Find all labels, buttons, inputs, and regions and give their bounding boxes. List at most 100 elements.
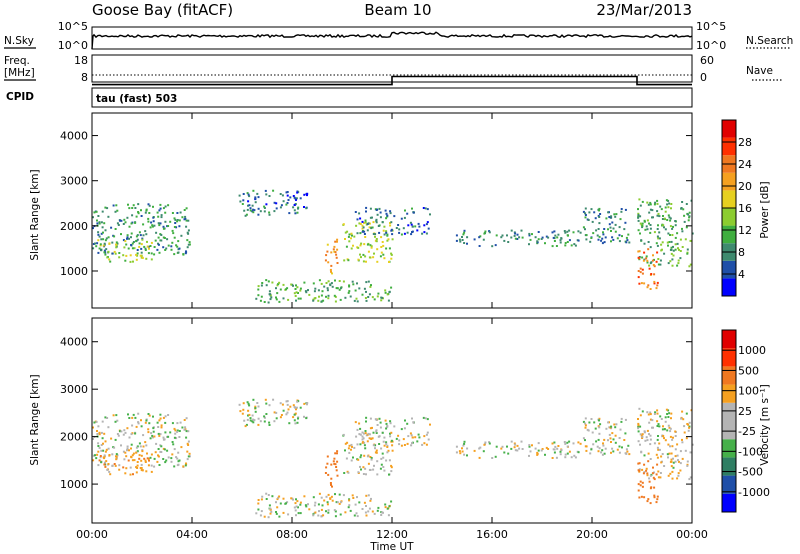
power-cell-49 [151,225,154,228]
velocity-cell-225 [141,450,144,453]
velocity-cell-506 [331,485,333,488]
power-cell-580 [388,261,390,263]
velocity-cell-601 [372,431,375,434]
power-cell-413 [351,280,354,283]
power-cell-125 [152,220,155,223]
velocity-cell-741 [566,441,569,444]
power-cell-274 [141,256,144,259]
velocity-cell-567 [347,447,350,450]
power-cell-694 [390,221,393,224]
velocity-cell-1016 [656,438,659,441]
power-cell-499 [363,287,366,290]
velocity-cell-511 [330,483,332,486]
power-cell-576 [380,251,383,254]
power-cell-541 [379,255,382,258]
power-cell-574 [382,253,385,256]
velocity-cell-250 [97,450,100,453]
velocity-cell-808 [597,425,600,428]
power-cell-907 [656,199,659,202]
power-cell-861 [616,237,619,240]
power-cell-806 [604,236,607,239]
power-cell-870 [641,226,644,229]
power-cell-168 [184,252,187,255]
power-cell-594 [386,234,389,237]
velocity-cell-257 [138,457,141,460]
power-cell-844 [584,212,587,215]
power-cell-853 [610,215,613,218]
power-cell-449 [384,291,387,294]
power-cell-487 [368,293,371,296]
power-cell-272 [115,246,118,249]
power-cell-151 [96,219,98,222]
velocity-cell-236 [104,450,107,453]
velocity-cell-448 [312,513,315,516]
power-cell-809 [627,233,630,236]
power-cell-408 [320,300,323,303]
power-cell-560 [345,245,348,248]
power-cell-210 [117,224,120,226]
velocity-cell-981 [649,434,652,437]
power-cell-993 [641,222,644,225]
velocity-cell-532 [361,435,364,438]
velocity-colorbar-label-5: -100 [738,445,763,458]
power-colorbar-swatch-9 [722,120,736,138]
velocity-cell-894 [658,442,661,445]
velocity-cell-720 [478,447,481,450]
velocity-cell-704 [541,448,544,450]
velocity-cell-338 [299,406,302,409]
velocity-cell-789 [513,446,516,449]
power-cell-225 [141,238,144,241]
power-cell-280 [253,209,256,212]
power-cell-352 [254,201,257,204]
velocity-cell-366 [299,512,302,515]
power-cell-267 [102,244,105,247]
velocity-cell-401 [276,506,279,509]
power-cell-953 [679,257,682,260]
power-cell-775 [536,240,539,243]
velocity-cell-446 [334,515,337,518]
power-cell-67 [158,251,161,254]
power-cell-645 [356,232,359,235]
power-cell-493 [265,284,268,287]
power-cell-1018 [653,231,656,234]
velocity-cell-880 [672,461,675,464]
velocity-echoes [92,398,694,519]
power-cell-681 [395,227,398,229]
power-cell-1059 [656,281,659,284]
power-cell-414 [376,295,379,298]
power-cell-405 [356,282,358,285]
power-cell-943 [656,210,659,213]
velocity-cell-599 [390,470,393,473]
velocity-cell-94 [173,448,176,451]
power-cell-321 [264,189,267,192]
velocity-cell-58 [151,434,154,437]
velocity-cell-165 [181,426,184,429]
power-cell-385 [318,295,320,298]
power-cell-372 [367,296,370,298]
power-colorbar-swatch-4 [722,208,736,226]
velocity-cell-396 [275,511,277,513]
velocity-cell-519 [335,469,338,472]
power-cell-565 [346,230,349,233]
velocity-cell-28 [155,442,158,445]
power-cell-418 [293,292,296,295]
velocity-cell-537 [351,445,353,448]
power-cell-1064 [648,267,651,270]
power-cell-880 [672,249,675,252]
power-cell-362 [248,204,251,207]
velocity-cell-922 [639,425,642,428]
velocity-cell-404 [299,503,302,506]
velocity-cell-314 [254,405,257,408]
velocity-cell-917 [668,412,671,415]
power-cell-155 [125,243,128,246]
velocity-cell-483 [263,515,266,518]
power-cell-855 [607,228,609,231]
power-cell-222 [164,220,167,223]
power-cell-407 [271,281,274,284]
power-cell-616 [393,215,396,218]
power-cell-130 [186,246,189,249]
power-cell-445 [312,282,315,285]
velocity-cell-281 [287,408,290,411]
velocity-cell-820 [625,452,628,455]
power-cell-1029 [657,212,660,215]
